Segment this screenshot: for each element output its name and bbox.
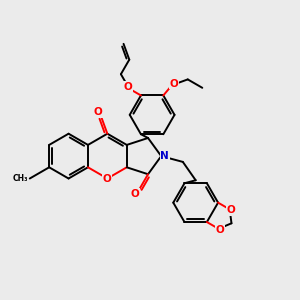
Text: O: O — [227, 205, 236, 215]
Text: O: O — [93, 107, 102, 117]
Text: O: O — [123, 82, 132, 92]
Text: CH₃: CH₃ — [13, 174, 28, 183]
Text: O: O — [216, 225, 224, 235]
Text: O: O — [169, 79, 178, 88]
Text: N: N — [160, 151, 169, 161]
Text: O: O — [131, 189, 140, 199]
Text: O: O — [103, 173, 112, 184]
